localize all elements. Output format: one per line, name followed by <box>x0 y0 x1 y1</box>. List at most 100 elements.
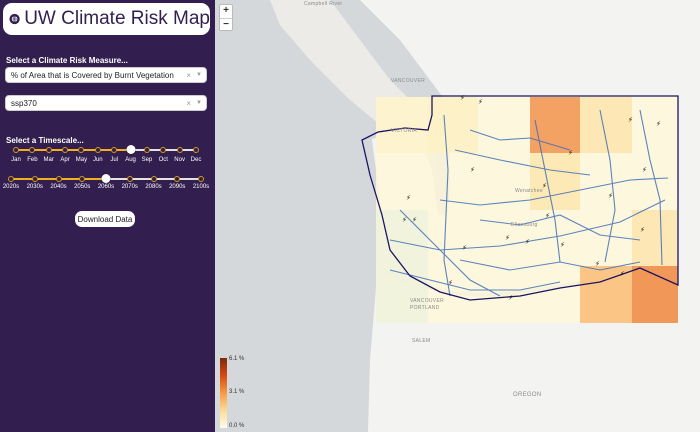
svg-text:⚡: ⚡ <box>460 94 465 102</box>
decade-label: 2050s <box>74 184 91 190</box>
map-label-oregon: OREGON <box>513 392 542 398</box>
map-label-salem: SALEM <box>412 338 431 344</box>
decade-tick[interactable] <box>8 176 14 182</box>
legend-color-bar <box>220 358 227 428</box>
chevron-down-icon[interactable]: ▼ <box>196 100 202 106</box>
month-tick[interactable] <box>94 147 101 153</box>
close-icon[interactable]: × <box>186 98 192 108</box>
month-label: May <box>75 157 88 163</box>
washington-state-border <box>361 95 679 301</box>
color-legend: 6.1 % 3.1 % 0.0 % <box>218 356 258 430</box>
lightning-icon-group: ⚡ ⚡ ⚡ ⚡ ⚡ ⚡ ⚡ ⚡ ⚡ ⚡ ⚡ ⚡ ⚡ ⚡ ⚡ ⚡ ⚡ ⚡ ⚡ ⚡ ⚡ ⚡ <box>402 94 661 302</box>
legend-max-label: 6.1 % <box>229 356 245 362</box>
timescale-label: Select a Timescale... <box>6 136 84 145</box>
decade-tick[interactable] <box>150 176 157 182</box>
month-tick[interactable] <box>45 147 52 153</box>
month-tick[interactable] <box>176 147 183 153</box>
decade-label: 2030s <box>26 184 43 190</box>
month-label: Feb <box>27 157 38 163</box>
decade-label: 2070s <box>121 184 138 190</box>
zoom-in-button[interactable]: + <box>223 5 229 16</box>
svg-text:⚡: ⚡ <box>620 270 625 278</box>
decade-label: 2080s <box>145 184 162 190</box>
svg-text:⚡: ⚡ <box>505 234 510 242</box>
legend-mid-label: 3.1 % <box>229 389 245 395</box>
decade-label: 2090s <box>169 184 186 190</box>
svg-text:⚡: ⚡ <box>642 166 647 174</box>
decade-tick[interactable] <box>79 176 86 182</box>
decade-handle[interactable] <box>101 174 111 183</box>
month-label: Jul <box>110 157 119 163</box>
month-tick[interactable] <box>111 147 118 153</box>
sidebar: UW Climate Risk Map Select a Climate Ris… <box>0 0 215 432</box>
svg-text:⚡: ⚡ <box>508 294 513 302</box>
zoom-control: + − <box>219 4 233 31</box>
chevron-down-icon[interactable]: ▼ <box>196 72 202 78</box>
zoom-out-button[interactable]: − <box>220 18 232 31</box>
logo-globe-icon <box>9 13 20 25</box>
measure-label: Select a Climate Risk Measure... <box>6 56 128 65</box>
month-label: Mar <box>43 157 54 163</box>
decade-tick[interactable] <box>31 176 38 182</box>
decade-tick[interactable] <box>55 176 62 182</box>
month-tick[interactable] <box>29 147 36 153</box>
month-label: Oct <box>158 157 168 163</box>
svg-text:⚡: ⚡ <box>608 192 613 200</box>
svg-text:⚡: ⚡ <box>542 182 547 190</box>
svg-text:⚡: ⚡ <box>525 238 530 246</box>
decade-tick[interactable] <box>198 176 204 182</box>
map-label-campbell-river: Campbell River <box>304 1 343 7</box>
month-tick[interactable] <box>193 147 199 153</box>
svg-text:⚡: ⚡ <box>412 216 417 224</box>
decade-label: 2100s <box>192 184 210 190</box>
month-label: Jan <box>11 157 21 163</box>
app-title: UW Climate Risk Map <box>24 8 210 29</box>
decade-label: 2020s <box>2 184 20 190</box>
month-handle[interactable] <box>126 145 136 154</box>
decade-slider[interactable] <box>8 173 204 185</box>
svg-text:⚡: ⚡ <box>448 279 453 287</box>
decade-tick[interactable] <box>126 176 133 182</box>
svg-text:⚡: ⚡ <box>402 216 407 224</box>
download-data-button[interactable]: Download Data <box>75 211 135 227</box>
map-view[interactable]: ⚡ ⚡ ⚡ ⚡ ⚡ ⚡ ⚡ ⚡ ⚡ ⚡ ⚡ ⚡ ⚡ ⚡ ⚡ ⚡ ⚡ ⚡ ⚡ ⚡ ⚡ ⚡ Campbel… <box>215 0 700 432</box>
map-label-vancouver-wa: VANCOUVER <box>410 298 445 304</box>
month-slider[interactable] <box>13 144 199 156</box>
decade-label: 2040s <box>50 184 67 190</box>
svg-text:⚡: ⚡ <box>545 212 550 220</box>
month-track-fill <box>16 149 131 151</box>
map-canvas: ⚡ ⚡ ⚡ ⚡ ⚡ ⚡ ⚡ ⚡ ⚡ ⚡ ⚡ ⚡ ⚡ ⚡ ⚡ ⚡ ⚡ ⚡ ⚡ ⚡ ⚡ ⚡ <box>215 0 679 432</box>
svg-text:⚡: ⚡ <box>628 116 633 124</box>
svg-text:⚡: ⚡ <box>640 226 645 234</box>
road-network <box>389 109 669 297</box>
svg-text:⚡: ⚡ <box>656 120 661 128</box>
measure-select-value: % of Area that is Covered by Burnt Veget… <box>11 70 174 80</box>
month-tick[interactable] <box>62 147 69 153</box>
month-tick[interactable] <box>13 147 19 153</box>
close-icon[interactable]: × <box>186 70 192 80</box>
map-label-portland: PORTLAND <box>410 305 440 311</box>
map-label-victoria: VICTORIA <box>391 128 417 134</box>
svg-text:⚡: ⚡ <box>595 260 600 268</box>
month-label: Nov <box>174 157 185 163</box>
app-title-box: UW Climate Risk Map <box>3 3 210 35</box>
svg-text:⚡: ⚡ <box>406 194 411 202</box>
month-tick[interactable] <box>160 147 167 153</box>
legend-min-label: 0.0 % <box>229 423 245 429</box>
map-label-vancouver: VANCOUVER <box>391 78 426 84</box>
svg-text:⚡: ⚡ <box>462 244 467 252</box>
svg-text:⚡: ⚡ <box>568 149 573 157</box>
month-label: Aug <box>125 157 136 163</box>
month-label: Dec <box>190 157 202 163</box>
measure-select[interactable]: % of Area that is Covered by Burnt Veget… <box>5 67 207 83</box>
pacific-ocean <box>215 0 380 432</box>
month-tick[interactable] <box>78 147 85 153</box>
svg-text:⚡: ⚡ <box>478 98 483 106</box>
map-label-ellensburg: Ellensburg <box>511 222 538 228</box>
svg-text:⚡: ⚡ <box>560 241 565 249</box>
month-tick[interactable] <box>143 147 150 153</box>
decade-tick[interactable] <box>174 176 181 182</box>
scenario-select[interactable]: ssp370 × ▼ <box>5 95 207 111</box>
scenario-select-value: ssp370 <box>11 98 37 108</box>
